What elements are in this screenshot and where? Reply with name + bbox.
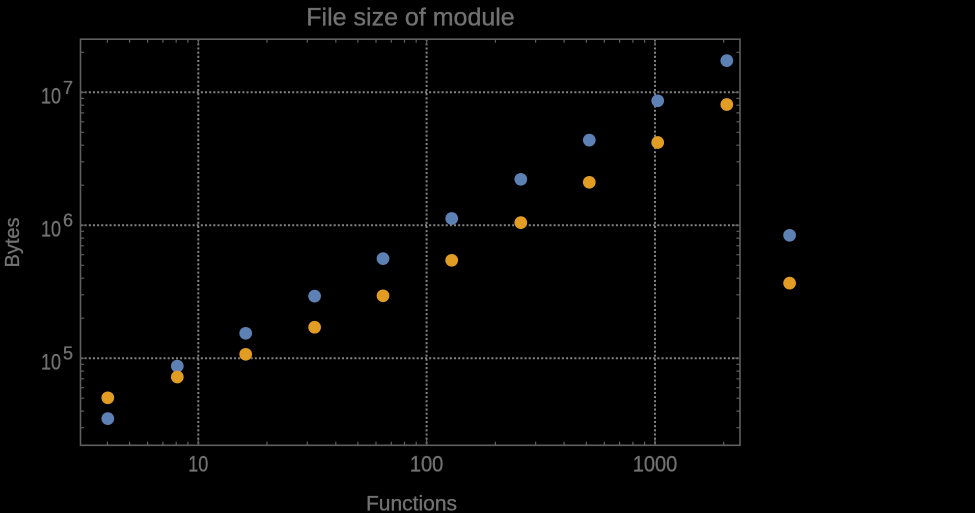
svg-text:10: 10 bbox=[41, 217, 61, 242]
svg-text:5: 5 bbox=[63, 344, 73, 364]
svg-text:10: 10 bbox=[41, 350, 61, 375]
svg-text:7: 7 bbox=[63, 78, 73, 98]
svg-text:1000: 1000 bbox=[633, 451, 678, 476]
svg-text:Bytes: Bytes bbox=[2, 217, 24, 267]
svg-text:100: 100 bbox=[410, 451, 444, 476]
svg-text:6: 6 bbox=[63, 211, 73, 231]
svg-text:10: 10 bbox=[41, 84, 61, 109]
svg-text:10: 10 bbox=[188, 451, 208, 476]
svg-text:Functions: Functions bbox=[366, 493, 457, 513]
svg-text:File size of module: File size of module bbox=[306, 3, 514, 31]
